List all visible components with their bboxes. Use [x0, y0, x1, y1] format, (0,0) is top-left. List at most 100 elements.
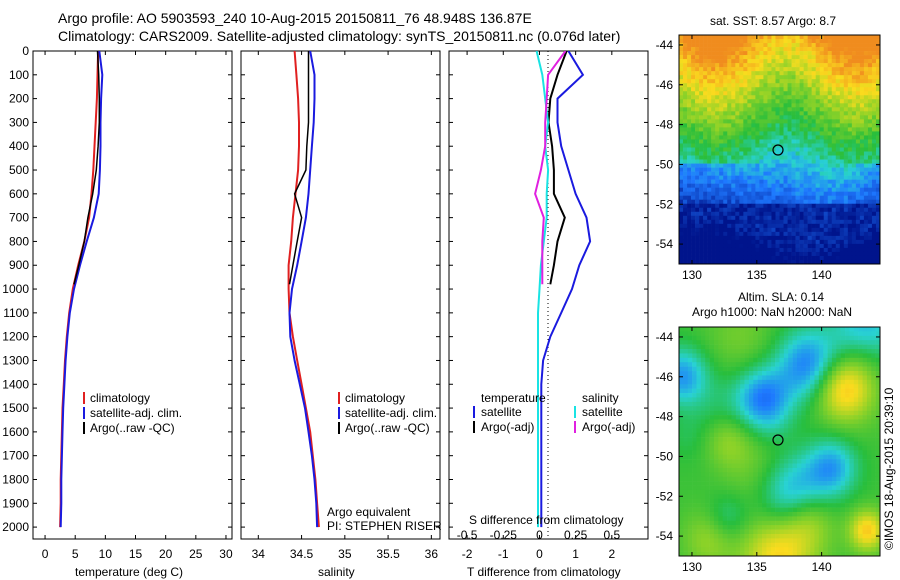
sla-cell: [744, 432, 750, 438]
sla-cell: [805, 406, 811, 411]
sla-cell: [700, 498, 706, 504]
sla-cell: [858, 327, 863, 332]
sla-cell: [775, 437, 780, 442]
sst-cell: [707, 63, 712, 68]
sst-cell: [851, 151, 857, 156]
sla-cell: [818, 459, 824, 464]
sla-cell: [862, 459, 868, 464]
sst-cell: [687, 155, 692, 160]
sst-cell: [751, 195, 756, 201]
sla-cell: [770, 327, 776, 332]
sla-cell: [862, 441, 868, 447]
sla-cell: [818, 401, 824, 407]
sst-cell: [863, 203, 869, 209]
x-tick-label: -2: [462, 547, 473, 561]
sla-cell: [713, 366, 719, 372]
sst-cell: [695, 247, 700, 253]
sla-cell: [740, 388, 745, 394]
sst-cell: [755, 175, 760, 180]
sst-cell: [867, 247, 873, 253]
sst-cell: [851, 115, 857, 120]
sst-cell: [783, 43, 788, 48]
sla-cell: [836, 472, 841, 478]
sla-cell: [831, 423, 837, 429]
sst-cell: [719, 231, 724, 237]
sst-cell: [823, 35, 829, 40]
sst-cell: [767, 107, 772, 112]
sst-cell: [695, 183, 700, 188]
sst-cell: [835, 227, 841, 233]
sst-cell: [763, 67, 768, 72]
sla-cell: [748, 503, 754, 508]
sst-cell: [715, 231, 720, 237]
sla-cell: [858, 494, 863, 500]
sst-cell: [811, 103, 816, 108]
sst-cell: [803, 171, 808, 176]
sst-cell: [871, 155, 877, 160]
sst-cell: [735, 83, 740, 88]
sla-cell: [875, 375, 880, 381]
sst-cell: [859, 223, 865, 229]
sst-cell: [831, 151, 837, 156]
sst-cell: [815, 99, 820, 104]
sst-cell: [867, 135, 873, 140]
sst-cell: [723, 55, 728, 60]
sst-cell: [755, 127, 760, 132]
sla-cell: [692, 445, 697, 451]
sst-cell: [743, 107, 748, 112]
sst-cell: [843, 203, 849, 209]
legend-label-satellite: satellite-adj. clim.: [345, 406, 437, 420]
sst-cell: [803, 223, 808, 229]
sst-cell: [791, 83, 796, 88]
sla-cell: [788, 393, 793, 398]
sst-cell: [739, 147, 744, 152]
sst-cell: [843, 87, 849, 92]
sla-cell: [705, 467, 710, 473]
sla-cell: [849, 472, 855, 478]
sst-cell: [811, 51, 816, 56]
sla-cell: [713, 384, 719, 389]
sst-cell: [843, 123, 849, 128]
sst-cell: [719, 211, 724, 217]
sla-cell: [762, 437, 767, 442]
sla-cell: [753, 467, 758, 473]
sla-cell: [718, 415, 723, 420]
sst-cell: [871, 171, 877, 176]
sst-cell: [843, 207, 849, 213]
sst-cell: [863, 247, 869, 253]
sst-cell: [683, 203, 688, 209]
sst-cell: [791, 63, 796, 68]
sst-cell: [827, 203, 833, 209]
sla-cell: [696, 481, 702, 486]
sla-cell: [696, 445, 702, 451]
sla-cell: [875, 441, 880, 447]
sla-cell: [840, 432, 846, 438]
sst-cell: [787, 167, 792, 172]
sst-cell: [735, 39, 740, 44]
sst-cell: [815, 207, 820, 213]
sla-cell: [866, 366, 872, 372]
sla-cell: [718, 450, 723, 456]
sst-cell: [871, 119, 877, 124]
sla-cell: [722, 406, 728, 411]
sla-cell: [796, 476, 802, 482]
sst-cell: [863, 111, 869, 116]
sla-cell: [700, 397, 706, 403]
sst-cell: [763, 51, 768, 56]
sst-cell: [783, 119, 788, 124]
sla-cell: [849, 441, 855, 447]
sla-cell: [818, 344, 824, 350]
sst-cell: [839, 115, 845, 120]
sst-cell: [859, 163, 865, 168]
sst-cell: [695, 219, 700, 225]
sst-cell: [727, 67, 732, 72]
sla-cell: [687, 349, 693, 354]
sst-cell: [835, 39, 841, 44]
sla-cell: [740, 397, 745, 403]
sst-cell: [863, 39, 869, 44]
sst-cell: [691, 63, 696, 68]
sla-cell: [748, 432, 754, 438]
sst-cell: [711, 147, 716, 152]
sla-cell: [762, 441, 767, 447]
sla-cell: [683, 388, 689, 394]
